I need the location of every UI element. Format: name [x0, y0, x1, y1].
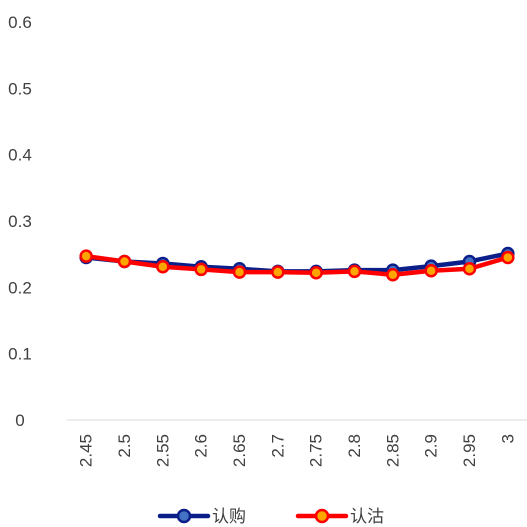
- legend: 认购 认沽: [157, 507, 384, 527]
- x-tick-label: 2.75: [307, 434, 326, 467]
- x-tick-label: 2.8: [345, 434, 364, 458]
- series-2: [79, 249, 515, 282]
- data-point: [117, 254, 132, 269]
- y-tick-label: 0: [15, 411, 24, 430]
- y-tick-label: 0.5: [8, 79, 32, 98]
- y-tick-label: 0.6: [8, 13, 32, 32]
- data-point: [347, 264, 362, 279]
- x-tick-label: 2.9: [422, 434, 441, 458]
- x-tick-label: 2.65: [230, 434, 249, 467]
- x-tick-label: 3: [498, 434, 517, 443]
- legend-item: 认沽: [295, 507, 384, 527]
- data-point: [232, 265, 247, 279]
- legend-marker-icon: [176, 508, 192, 524]
- data-point: [386, 267, 400, 282]
- data-point: [424, 264, 438, 278]
- data-point: [462, 262, 477, 276]
- legend-marker-icon: [314, 508, 330, 524]
- y-tick-label: 0.1: [8, 345, 32, 364]
- data-point: [156, 260, 170, 274]
- x-tick-label: 2.55: [153, 434, 172, 467]
- legend-label: 认沽: [350, 507, 384, 527]
- x-tick-label: 2.6: [192, 434, 211, 458]
- y-tick-label: 0.4: [8, 146, 32, 165]
- x-tick-label: 2.45: [77, 434, 96, 467]
- data-point: [79, 249, 93, 263]
- x-tick-label: 2.7: [268, 434, 287, 458]
- legend-label: 认购: [212, 507, 246, 527]
- x-tick-label: 2.5: [115, 434, 134, 458]
- x-tick-label: 2.85: [383, 434, 402, 467]
- legend-item: 认购: [157, 507, 246, 527]
- data-point: [309, 265, 323, 280]
- y-axis: 0 0.1 0.2 0.3 0.4 0.5 0.6: [8, 13, 32, 430]
- series-layer: [79, 246, 515, 282]
- y-tick-label: 0.2: [8, 278, 32, 297]
- x-tick-label: 2.95: [460, 434, 479, 467]
- data-point: [271, 265, 285, 279]
- x-axis: 2.45 2.5 2.55 2.6 2.65 2.7 2.75 2.8 2.85 2.9 2.95 3: [77, 434, 518, 467]
- data-point: [194, 262, 208, 277]
- y-tick-label: 0.3: [8, 212, 32, 231]
- data-point: [501, 250, 515, 265]
